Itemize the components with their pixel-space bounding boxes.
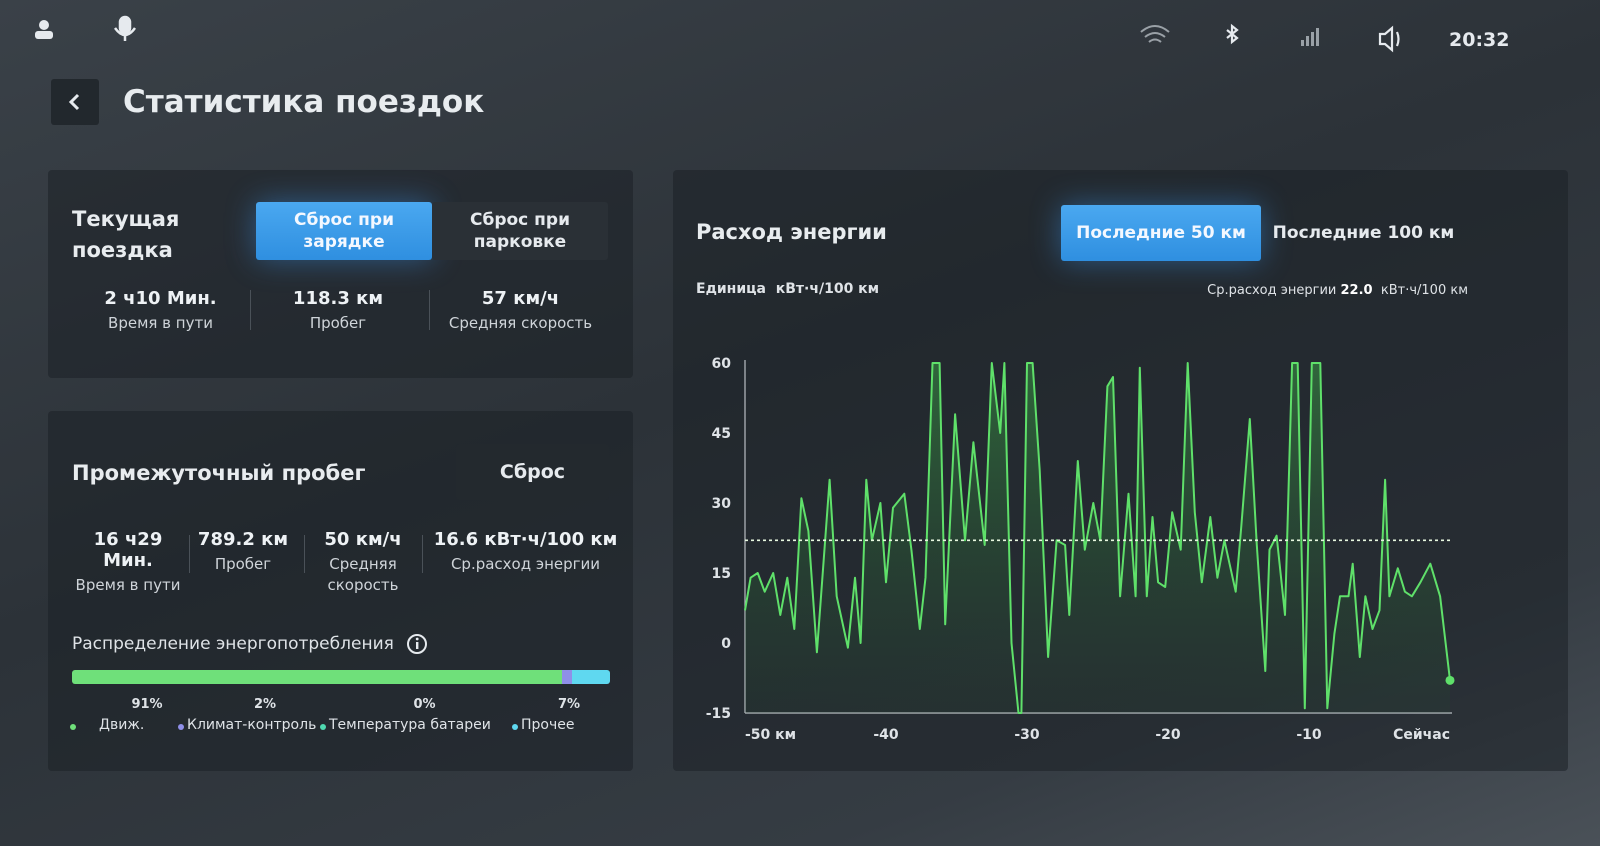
stat-label: Средняя скорость xyxy=(448,314,593,332)
stat-value: 2 ч10 Мин. xyxy=(104,288,217,309)
distribution-legend: 91% Движ. 2% Климат-контроль 0% Температура б… xyxy=(70,697,632,747)
page-title: Статистика поездок xyxy=(123,84,485,120)
separator xyxy=(304,535,305,573)
x-tick-label: -40 xyxy=(873,727,899,743)
trip-meter-panel: Промежуточный пробег Сброс 16 ч29 Мин. Вр… xyxy=(48,411,633,771)
stat-label: Время в пути xyxy=(75,576,181,594)
stat-value: 57 км/ч xyxy=(481,288,560,309)
stat: 16.6 кВт·ч/100 км Ср.расход энергии xyxy=(428,529,623,575)
line xyxy=(744,362,1451,714)
wifi-icon xyxy=(1140,25,1170,43)
stat-value: 118.3 км xyxy=(292,288,384,309)
x-tick-label: -50 км xyxy=(745,727,796,743)
unit: кВт·ч/100 км xyxy=(775,281,880,297)
stat-label: Время в пути xyxy=(108,314,213,332)
x-tick-label: -30 xyxy=(1014,727,1040,743)
reset-on-park-button[interactable]: Сброс при парковке xyxy=(432,202,608,260)
mic-icon[interactable] xyxy=(113,15,137,41)
distribution-segment xyxy=(561,670,573,684)
stat-value: 50 км/ч xyxy=(324,529,402,550)
stat-label: Средняя скорость xyxy=(327,555,399,594)
x-tick-label: -20 xyxy=(1155,727,1181,743)
back-button[interactable] xyxy=(51,79,99,125)
stat-label: Ср.расход энергии xyxy=(450,555,601,573)
stat: 2 ч10 Мин. Время в пути xyxy=(88,288,233,334)
reset-button[interactable]: Сброс xyxy=(456,444,609,500)
stat: 118.3 км Пробег xyxy=(263,288,413,334)
stat: 789.2 км Пробег xyxy=(193,529,293,575)
panel-title: Промежуточный пробег xyxy=(72,461,366,485)
separator xyxy=(422,535,423,573)
status-icons-left xyxy=(35,15,137,41)
legend-label: Прочее xyxy=(521,717,575,733)
legend-label: Движ. xyxy=(99,717,145,733)
legend-dot xyxy=(70,724,76,730)
distribution-percent: 0% xyxy=(413,697,436,712)
stat-label: Пробег xyxy=(309,314,367,332)
stat: 50 км/ч Средняя скорость xyxy=(318,529,408,596)
y-tick-label: -15 xyxy=(706,706,731,722)
reset-on-charge-button[interactable]: Сброс при зарядке xyxy=(256,202,432,260)
x-tick-label: -10 xyxy=(1296,727,1322,743)
current-point xyxy=(1445,675,1455,685)
distribution-title: Распределение энергопотребления xyxy=(72,634,394,654)
unit-label: Единица xyxy=(696,281,766,297)
stat: 16 ч29 Мин. Время в пути xyxy=(68,529,188,596)
average-label: Ср.расход энергии xyxy=(1207,283,1337,298)
stat-value: 16.6 кВт·ч/100 км xyxy=(433,529,618,550)
legend-label: Температура батареи xyxy=(329,717,491,733)
stat-value: 789.2 км xyxy=(197,529,289,550)
separator xyxy=(250,290,251,330)
distribution-percent: 2% xyxy=(253,697,277,712)
chart-title: Расход энергии xyxy=(696,220,887,244)
profile-icon[interactable] xyxy=(35,20,53,39)
unit-row: Единица кВт·ч/100 км xyxy=(696,281,879,297)
legend-dot xyxy=(320,724,326,730)
legend-label: Климат-контроль xyxy=(187,717,317,733)
stat-value: 16 ч29 Мин. xyxy=(93,529,163,571)
distribution-segment xyxy=(572,670,610,684)
y-tick-label: 0 xyxy=(721,636,731,652)
signal-icon xyxy=(1301,28,1319,46)
y-tick-label: 30 xyxy=(712,496,732,512)
legend-dot xyxy=(512,724,518,730)
separator xyxy=(429,290,430,330)
line-area xyxy=(745,363,1450,713)
volume-icon[interactable] xyxy=(1378,25,1400,53)
x-tick-label: Сейчас xyxy=(1393,727,1450,743)
distribution-bar xyxy=(72,670,610,684)
tab-100[interactable]: Последние 100 км xyxy=(1272,223,1455,243)
status-icons-right xyxy=(1140,23,1400,53)
distribution-percent: 91% xyxy=(131,697,163,712)
distribution-segment xyxy=(72,670,562,684)
info-icon[interactable] xyxy=(405,632,429,656)
tab-50[interactable]: Последние 50 км xyxy=(1061,205,1261,261)
stat: 57 км/ч Средняя скорость xyxy=(433,288,608,334)
stat-label: Пробег xyxy=(214,555,272,573)
legend-dot xyxy=(178,724,184,730)
y-tick-label: 60 xyxy=(712,356,732,372)
average-value: 22.0 xyxy=(1340,283,1373,298)
back-arrow xyxy=(68,93,80,111)
y-tick-label: 15 xyxy=(712,566,731,582)
separator xyxy=(189,535,190,573)
current-trip-panel: Текущая поездка Сброс при зарядке Сброс … xyxy=(48,170,633,378)
bluetooth-icon xyxy=(1226,23,1239,45)
energy-chart: 60 45 30 15 0 -15 -50 км -40 -30 -20 -10 Сейчас xyxy=(706,356,1455,743)
average-row: Ср.расход энергии 22.0 кВт·ч/100 км xyxy=(1207,283,1468,298)
panel-title: Текущая поездка xyxy=(72,207,180,262)
distribution-percent: 7% xyxy=(557,697,581,712)
clock: 20:32 xyxy=(1449,29,1510,51)
average-unit: кВт·ч/100 км xyxy=(1380,283,1468,298)
y-tick-label: 45 xyxy=(712,426,731,442)
